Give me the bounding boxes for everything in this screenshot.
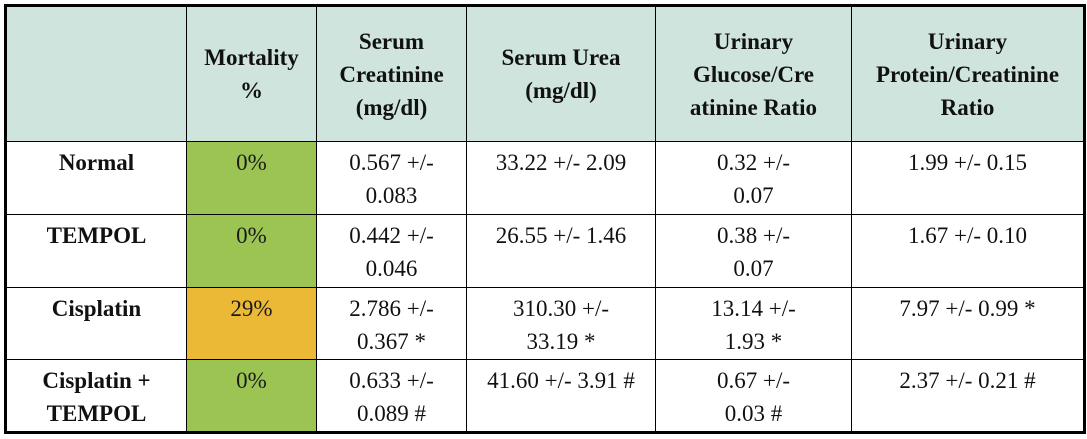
serum-creatinine-cell: 2.786 +/- 0.367 *: [316, 286, 467, 361]
serum-creatinine-cell: 0.442 +/- 0.046: [316, 213, 467, 288]
mortality-cell: 29%: [186, 286, 317, 361]
header-mortality: Mortality %: [186, 5, 317, 142]
serum-urea-cell: 26.55 +/- 1.46: [466, 213, 656, 288]
header-serum-urea: Serum Urea (mg/dl): [466, 5, 656, 142]
row-label: TEMPOL: [5, 213, 187, 288]
row-label: Cisplatin + TEMPOL: [5, 359, 187, 433]
urinary-protein-ratio-cell: 7.97 +/- 0.99 *: [851, 286, 1085, 361]
urinary-glucose-ratio-cell: 0.32 +/- 0.07: [655, 141, 852, 215]
header-row: Mortality % Serum Creatinine (mg/dl) Ser…: [5, 5, 1085, 142]
mortality-cell: 0%: [186, 141, 317, 215]
urinary-glucose-ratio-cell: 0.67 +/- 0.03 #: [655, 359, 852, 433]
header-urinary-glucose-creatinine-ratio: Urinary Glucose/Cre atinine Ratio: [655, 5, 852, 142]
table-row: Cisplatin 29% 2.786 +/- 0.367 * 310.30 +…: [5, 286, 1085, 361]
mortality-cell: 0%: [186, 213, 317, 288]
row-label: Cisplatin: [5, 286, 187, 361]
table-row: TEMPOL 0% 0.442 +/- 0.046 26.55 +/- 1.46…: [5, 213, 1085, 288]
urinary-protein-ratio-cell: 1.99 +/- 0.15: [851, 141, 1085, 215]
row-label: Normal: [5, 141, 187, 215]
serum-creatinine-cell: 0.633 +/- 0.089 #: [316, 359, 467, 433]
urinary-protein-ratio-cell: 2.37 +/- 0.21 #: [851, 359, 1085, 433]
urinary-glucose-ratio-cell: 13.14 +/- 1.93 *: [655, 286, 852, 361]
table-row: Cisplatin + TEMPOL 0% 0.633 +/- 0.089 # …: [5, 359, 1085, 433]
serum-urea-cell: 310.30 +/- 33.19 *: [466, 286, 656, 361]
results-table: Mortality % Serum Creatinine (mg/dl) Ser…: [4, 4, 1086, 434]
urinary-glucose-ratio-cell: 0.38 +/- 0.07: [655, 213, 852, 288]
serum-creatinine-cell: 0.567 +/- 0.083: [316, 141, 467, 215]
header-serum-creatinine: Serum Creatinine (mg/dl): [316, 5, 467, 142]
mortality-cell: 0%: [186, 359, 317, 433]
serum-urea-cell: 41.60 +/- 3.91 #: [466, 359, 656, 433]
urinary-protein-ratio-cell: 1.67 +/- 0.10: [851, 213, 1085, 288]
serum-urea-cell: 33.22 +/- 2.09: [466, 141, 656, 215]
header-urinary-protein-creatinine-ratio: Urinary Protein/Creatinine Ratio: [851, 5, 1085, 142]
header-group: [5, 5, 187, 142]
table-row: Normal 0% 0.567 +/- 0.083 33.22 +/- 2.09…: [5, 141, 1085, 215]
